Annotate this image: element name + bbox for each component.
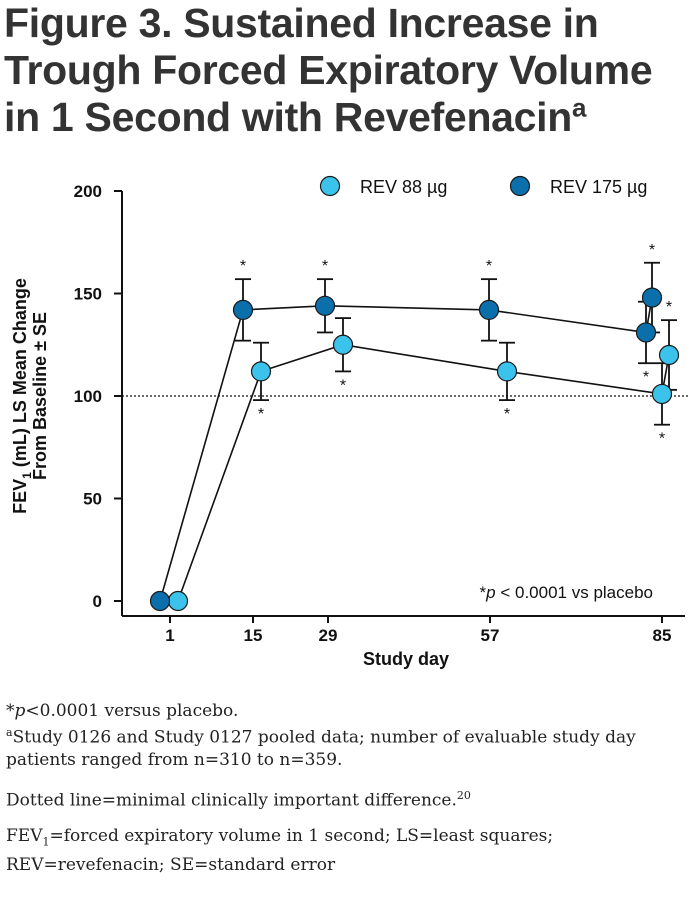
pvalue-annotation-text: < 0.0001 vs placebo bbox=[496, 583, 653, 602]
x-tick-label: 29 bbox=[319, 626, 338, 645]
significance-star: * bbox=[659, 431, 665, 448]
figure-title-superscript: a bbox=[572, 92, 587, 123]
legend-marker bbox=[509, 175, 531, 197]
footnote-pooled-marker: a bbox=[6, 726, 13, 739]
data-point-marker bbox=[167, 590, 189, 612]
x-tick-label: 1 bbox=[165, 626, 174, 645]
footnote-dotted-line-text: Dotted line=minimal clinically important… bbox=[6, 790, 457, 811]
x-tick-label: 15 bbox=[244, 626, 263, 645]
y-tick-label: 100 bbox=[74, 387, 102, 406]
footnotes: *p<0.0001 versus placebo. aStudy 0126 an… bbox=[6, 700, 696, 876]
footnote-abbrev-text: =forced expiratory volume in 1 second; L… bbox=[6, 826, 554, 875]
y-axis-label-rest: (mL) LS Mean Change bbox=[10, 278, 30, 472]
series-line bbox=[177, 343, 670, 602]
figure-title-text: Figure 3. Sustained Increase in Trough F… bbox=[4, 0, 653, 140]
data-point-marker bbox=[250, 361, 272, 382]
footnote-pvalue-text: <0.0001 versus placebo. bbox=[25, 701, 239, 721]
y-tick-label: 150 bbox=[74, 285, 102, 304]
y-tick-label: 0 bbox=[93, 592, 102, 611]
footnote-pooled: aStudy 0126 and Study 0127 pooled data; … bbox=[6, 722, 696, 771]
significance-star: * bbox=[240, 258, 246, 275]
pvalue-annotation: *p < 0.0001 vs placebo bbox=[480, 583, 653, 602]
figure-title: Figure 3. Sustained Increase in Trough F… bbox=[4, 0, 694, 141]
series-line bbox=[159, 297, 653, 602]
data-point-marker bbox=[232, 299, 254, 320]
data-point-marker bbox=[478, 299, 500, 320]
y-axis-label-line2: From Baseline ± SE bbox=[30, 312, 50, 480]
x-tick-label: 85 bbox=[653, 626, 672, 645]
significance-star: * bbox=[504, 406, 510, 423]
footnote-pooled-text: Study 0126 and Study 0127 pooled data; n… bbox=[6, 727, 636, 770]
footnote-pvalue: *p<0.0001 versus placebo. bbox=[6, 700, 696, 722]
data-point-marker bbox=[635, 322, 657, 343]
footnote-dotted-line-ref: 20 bbox=[456, 788, 471, 802]
footnote-abbrev-fev: FEV bbox=[6, 826, 43, 847]
pvalue-annotation-italic: p bbox=[485, 583, 495, 602]
data-point-marker bbox=[658, 344, 680, 366]
x-axis-label: Study day bbox=[363, 649, 449, 669]
pvalue-annotation-prefix: * bbox=[480, 583, 487, 602]
y-axis-label-fev: FEV bbox=[10, 479, 30, 514]
significance-star: * bbox=[666, 299, 672, 316]
data-point-marker bbox=[332, 334, 354, 355]
y-tick-label: 50 bbox=[83, 490, 102, 509]
y-axis-label-sub: 1 bbox=[20, 472, 34, 479]
footnote-abbrev-sub: 1 bbox=[42, 835, 50, 849]
footnote-pvalue-prefix: * bbox=[6, 701, 15, 721]
significance-star: * bbox=[486, 258, 492, 275]
data-point-marker bbox=[496, 361, 518, 382]
significance-star: * bbox=[649, 242, 655, 259]
legend-label: REV 175 µg bbox=[550, 177, 647, 197]
data-point-marker bbox=[651, 383, 673, 405]
legend-marker bbox=[319, 175, 341, 197]
legend-label: REV 88 µg bbox=[360, 177, 447, 197]
x-tick-label: 57 bbox=[481, 626, 500, 645]
significance-star: * bbox=[258, 406, 264, 423]
y-tick-label: 200 bbox=[74, 182, 102, 201]
footnote-pvalue-italic: p bbox=[14, 701, 26, 721]
significance-star: * bbox=[340, 377, 346, 394]
data-point-marker bbox=[641, 287, 663, 308]
footnote-dotted-line: Dotted line=minimal clinically important… bbox=[6, 785, 696, 812]
data-point-marker bbox=[314, 295, 336, 316]
data-point-marker bbox=[149, 590, 171, 612]
footnote-abbreviations: FEV1=forced expiratory volume in 1 secon… bbox=[6, 825, 696, 875]
significance-star: * bbox=[643, 369, 649, 386]
significance-star: * bbox=[322, 258, 328, 275]
y-axis-label-line1: FEV1 (mL) LS Mean Change bbox=[10, 278, 34, 514]
